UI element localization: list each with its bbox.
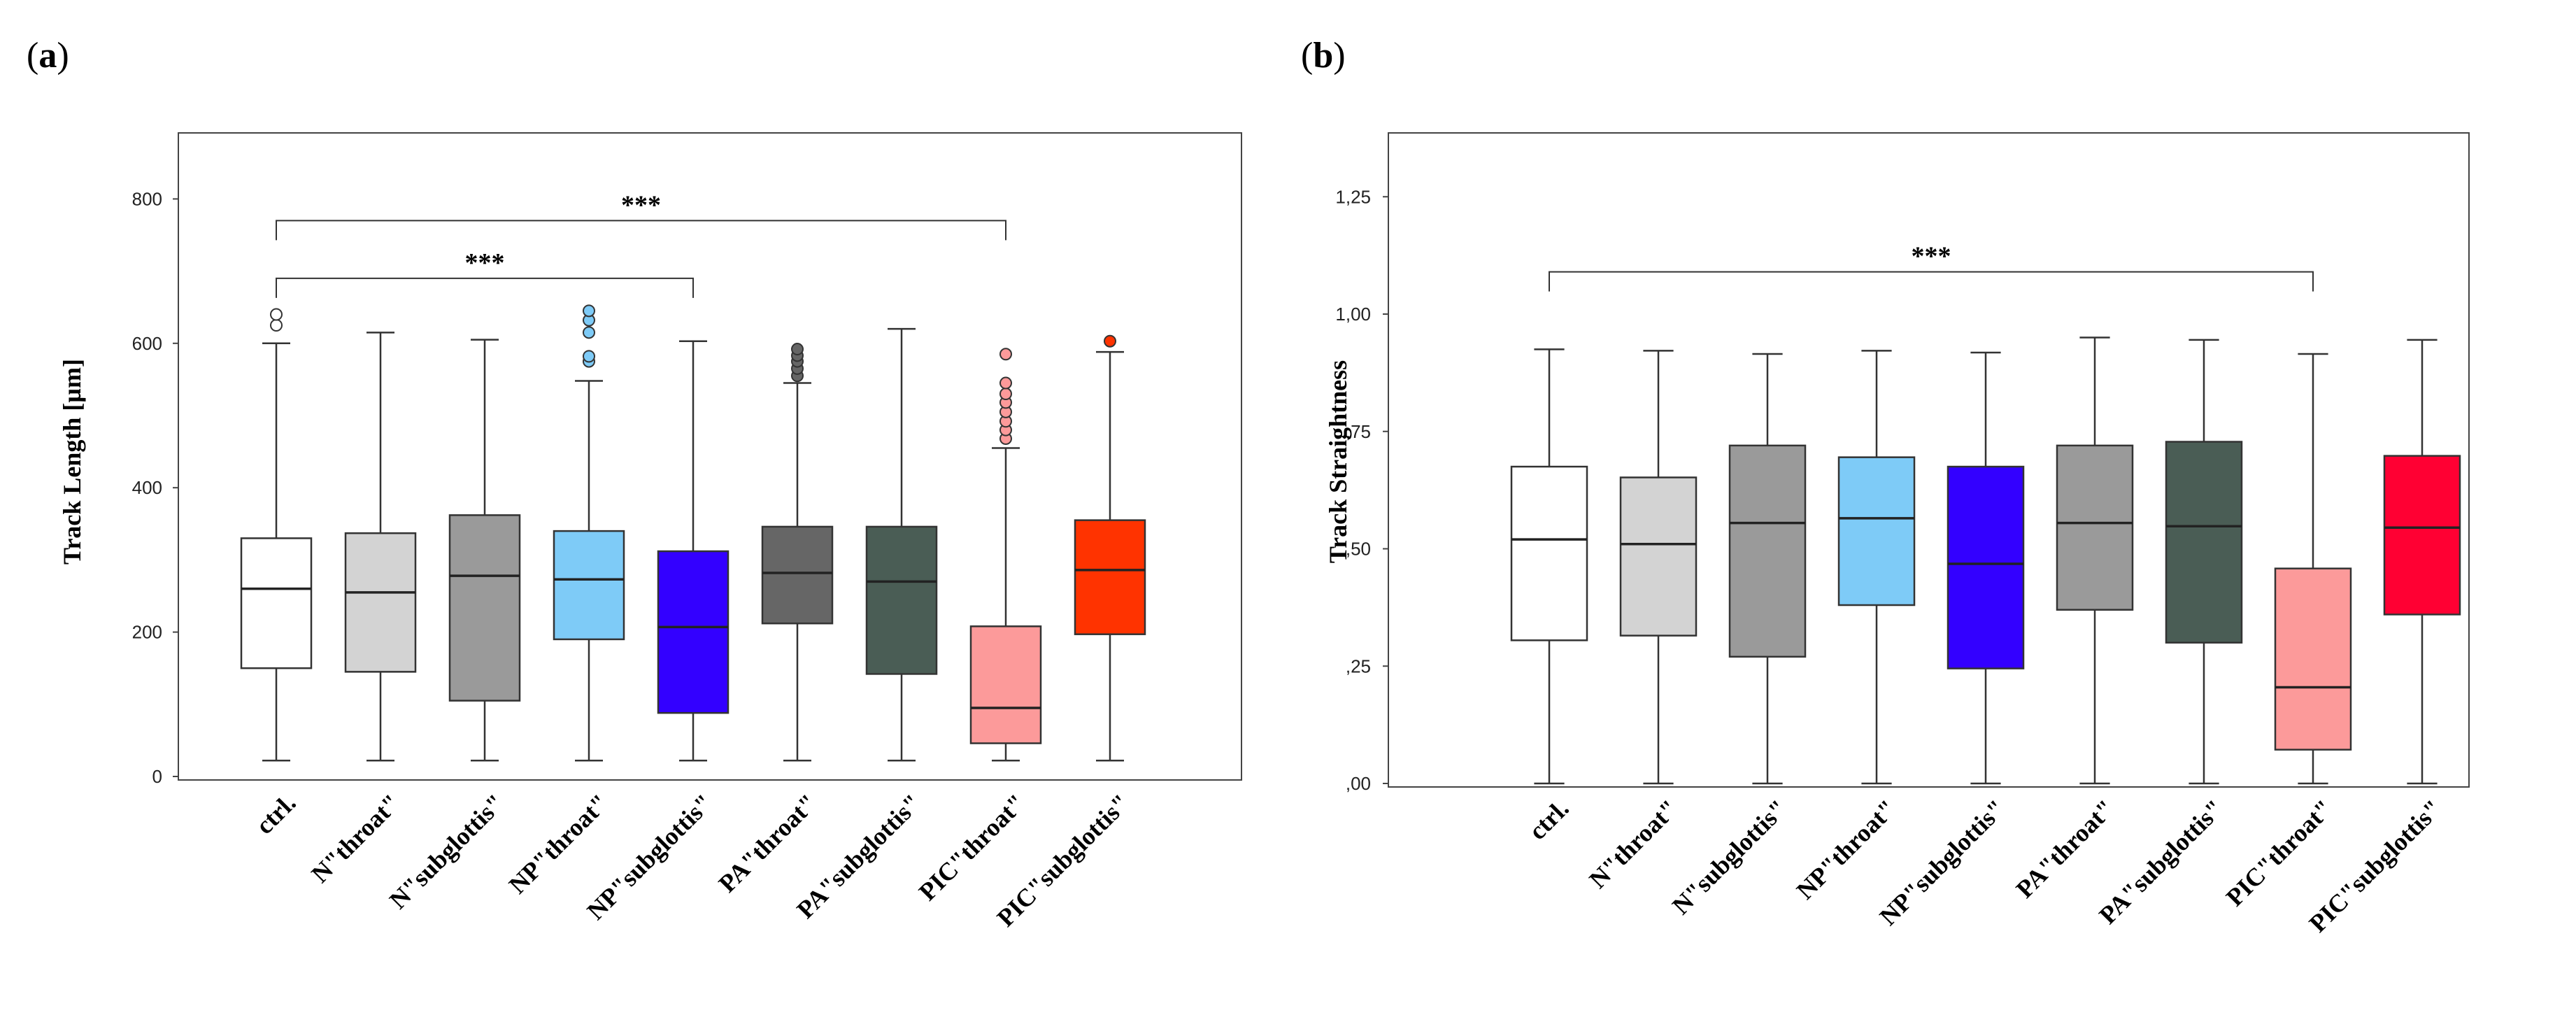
iqr-box xyxy=(1728,444,1807,658)
category-label: N"subglottis" xyxy=(1667,794,1793,920)
significance-bracket: *** xyxy=(276,248,694,298)
significance-bracket: *** xyxy=(1549,242,2314,292)
category-label: PIC"throat" xyxy=(2221,794,2338,911)
category-label: NP"throat" xyxy=(1791,794,1902,904)
category-label: ctrl. xyxy=(1523,794,1574,845)
y-tick-label: ,25 xyxy=(1346,655,1371,676)
outlier-point xyxy=(583,326,595,339)
outlier-point xyxy=(270,308,283,321)
iqr-box xyxy=(2383,455,2461,616)
box-2 xyxy=(1728,353,1807,785)
iqr-box xyxy=(240,537,313,669)
box-7 xyxy=(969,348,1042,762)
plot-frame xyxy=(1388,132,2470,788)
category-label: PA"throat" xyxy=(713,788,823,897)
outlier-point xyxy=(270,319,283,332)
outlier-point xyxy=(1104,334,1116,348)
y-axis-title: Track Straightness xyxy=(1324,360,1352,563)
y-tick-label: 0 xyxy=(152,766,162,787)
panel-label: (b) xyxy=(1301,36,1346,76)
outlier-point xyxy=(583,304,595,318)
y-tick-label: ,00 xyxy=(1346,773,1371,794)
outlier-point xyxy=(999,376,1012,390)
iqr-box xyxy=(1947,465,2025,669)
box-2 xyxy=(448,339,521,762)
y-tick-label: 400 xyxy=(132,477,162,498)
iqr-box xyxy=(2056,444,2134,611)
box-4 xyxy=(1947,351,2025,785)
outlier-point xyxy=(999,388,1012,401)
box-6 xyxy=(2165,339,2243,785)
iqr-box xyxy=(448,514,521,702)
y-tick-label: 1,00 xyxy=(1335,304,1371,325)
y-tick-label: 800 xyxy=(132,188,162,209)
box-4 xyxy=(657,340,730,762)
iqr-box xyxy=(969,625,1042,744)
outlier-point xyxy=(583,350,595,363)
bracket-line xyxy=(276,277,694,298)
category-label: NP"throat" xyxy=(504,788,614,899)
significance-label: *** xyxy=(465,248,505,278)
iqr-box xyxy=(2165,441,2243,644)
box-6 xyxy=(865,327,938,762)
box-0 xyxy=(240,308,313,762)
box-8 xyxy=(1074,334,1146,762)
box-1 xyxy=(1619,350,1698,785)
iqr-box xyxy=(1510,465,1588,641)
chart-panel-b: (b) ,00 ,25 ,50 ,75 1,00 1,25 Track Straightnes… xyxy=(1301,36,2470,937)
box-5 xyxy=(2056,336,2134,785)
iqr-box xyxy=(657,550,730,714)
category-label: N"throat" xyxy=(1584,794,1683,893)
iqr-box xyxy=(1074,519,1146,635)
y-axis-title: Track Length [µm] xyxy=(58,359,86,565)
bracket-line xyxy=(276,220,1006,241)
box-1 xyxy=(344,332,417,762)
box-7 xyxy=(2274,353,2352,785)
iqr-box xyxy=(553,530,625,641)
y-tick-label: 1,25 xyxy=(1335,186,1371,207)
significance-label: *** xyxy=(1912,242,1951,271)
y-tick-label: ,75 xyxy=(1346,421,1371,442)
iqr-box xyxy=(1837,456,1916,606)
box-8 xyxy=(2383,339,2461,785)
iqr-box xyxy=(1619,476,1698,637)
category-label: PIC"throat" xyxy=(913,788,1031,906)
box-3 xyxy=(1837,350,1916,785)
significance-bracket: *** xyxy=(276,190,1006,241)
category-label: N"throat" xyxy=(306,788,405,888)
iqr-box xyxy=(865,525,938,675)
category-label: ctrl. xyxy=(250,788,301,839)
box-0 xyxy=(1510,348,1588,785)
y-tick-label: 600 xyxy=(132,333,162,354)
bracket-line xyxy=(1549,271,2314,292)
box-5 xyxy=(761,343,834,762)
plot-frame xyxy=(178,132,1242,781)
y-tick-label: 200 xyxy=(132,622,162,643)
iqr-box xyxy=(761,525,834,625)
outlier-point xyxy=(791,343,804,356)
significance-label: *** xyxy=(621,190,661,220)
panel-label: (a) xyxy=(27,36,69,76)
box-3 xyxy=(553,304,625,762)
category-label: PA"throat" xyxy=(2011,794,2120,903)
y-tick-label: ,50 xyxy=(1346,539,1371,560)
iqr-box xyxy=(344,532,417,673)
outlier-point xyxy=(999,348,1012,361)
chart-panel-a: (a) 0 200 400 600 800 Track Length [µm] ctrl. N"… xyxy=(27,36,1242,932)
iqr-box xyxy=(2274,567,2352,751)
